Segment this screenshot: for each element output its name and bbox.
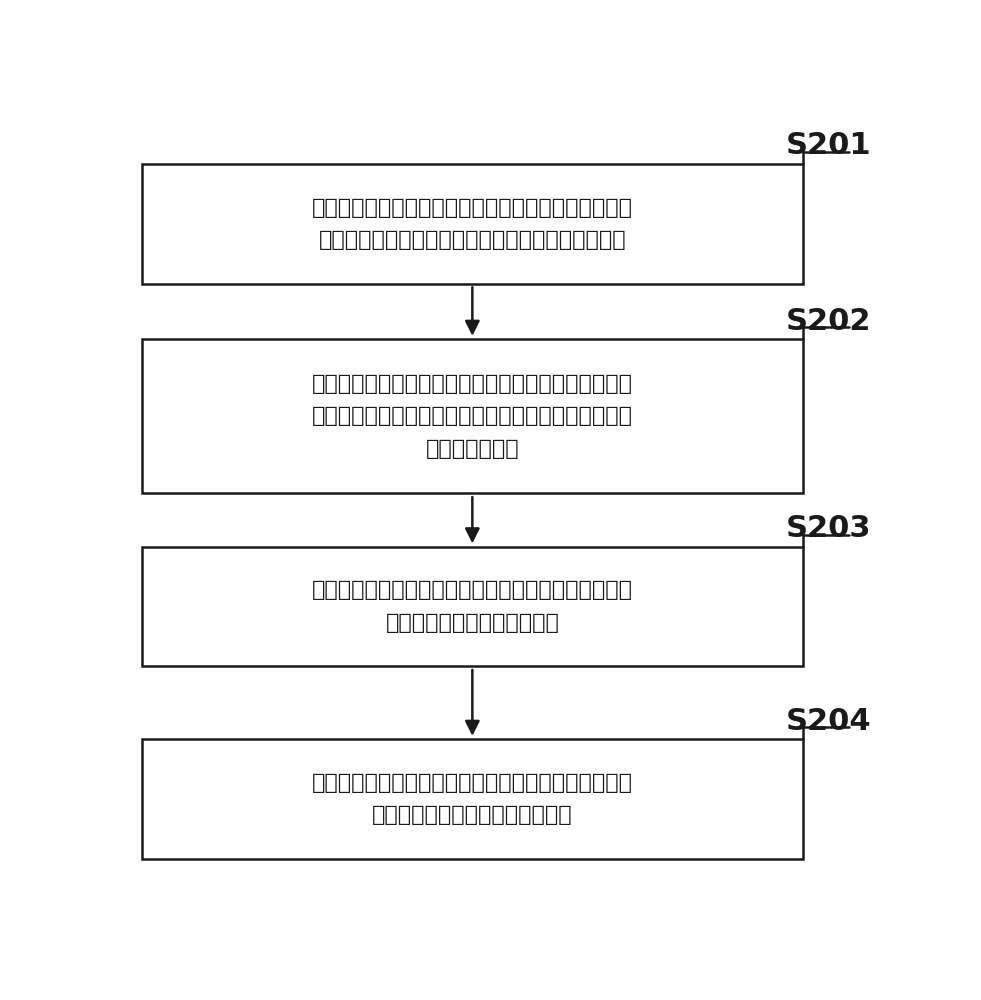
Text: 当皮带仓中的游动小车接收到的皮带张紧力小于第一阈: 当皮带仓中的游动小车接收到的皮带张紧力小于第一阈 <box>312 198 633 218</box>
Text: 值时，确定所述胶带机的故障类型为驱动加速度过大: 值时，确定所述胶带机的故障类型为驱动加速度过大 <box>319 230 626 250</box>
Text: 所述胶带机的故障类型为压力故障: 所述胶带机的故障类型为压力故障 <box>372 805 573 825</box>
Text: S203: S203 <box>786 514 871 543</box>
Bar <box>141 164 803 284</box>
Text: S204: S204 <box>786 707 871 736</box>
Text: S201: S201 <box>786 131 871 160</box>
Text: 带机的故障类型为张紧力故障: 带机的故障类型为张紧力故障 <box>386 613 559 633</box>
Text: 值的绝对值达到第二阈值时，确定所述胶带机的故障类: 值的绝对值达到第二阈值时，确定所述胶带机的故障类 <box>312 406 633 426</box>
Text: 当所述胶带机液压系统的压力值小于第三阈值时，确定: 当所述胶带机液压系统的压力值小于第三阈值时，确定 <box>312 773 633 793</box>
Bar <box>141 739 803 859</box>
Bar <box>141 339 803 493</box>
Text: 型为功率不平衡: 型为功率不平衡 <box>426 439 519 459</box>
Text: 当所述胶带机的主传动滚筒扭矩和副传动滚筒扭矩的差: 当所述胶带机的主传动滚筒扭矩和副传动滚筒扭矩的差 <box>312 374 633 394</box>
Text: 当所述胶带机的张紧力值超出预设区间时，确定所述胶: 当所述胶带机的张紧力值超出预设区间时，确定所述胶 <box>312 580 633 600</box>
Text: S202: S202 <box>786 307 871 336</box>
Bar <box>141 547 803 666</box>
